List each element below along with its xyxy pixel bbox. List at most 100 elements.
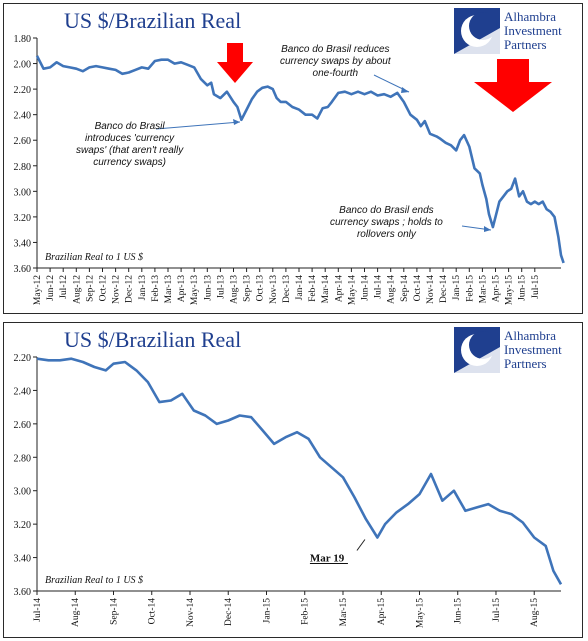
y-tick-label: 3.60 xyxy=(14,264,32,275)
red-down-arrow-large xyxy=(474,59,552,112)
x-tick-label: Jan-14 xyxy=(295,275,305,301)
x-tick-label: Jun-13 xyxy=(203,275,213,301)
y-tick-label: 2.40 xyxy=(14,111,32,122)
x-tick-label: Feb-14 xyxy=(308,275,318,302)
logo-line-2: Investment xyxy=(504,342,562,357)
chart-panel-bottom: US $/Brazilian Real Alhambra Investment … xyxy=(3,322,583,638)
logo-line-3: Partners xyxy=(504,356,547,371)
x-tick-label: Jun-14 xyxy=(361,275,371,301)
x-tick-label: Jun-15 xyxy=(454,598,464,624)
series-label: Brazilian Real to 1 US $ xyxy=(45,252,143,263)
x-tick-label: Oct-14 xyxy=(148,598,158,625)
annotation-mar-19: Mar 19 xyxy=(310,553,345,565)
x-tick-label: May-15 xyxy=(505,275,515,305)
x-tick-label: Jul-15 xyxy=(492,598,502,622)
x-tick-label: Apr-15 xyxy=(492,275,502,302)
x-tick-label: Apr-15 xyxy=(377,598,387,625)
y-tick-label: 3.40 xyxy=(14,238,32,249)
x-tick-label: Jan-13 xyxy=(138,275,148,301)
chart-title: US $/Brazilian Real xyxy=(64,8,242,33)
x-tick-label: Jan-15 xyxy=(262,598,272,624)
annotation-arrowhead xyxy=(401,87,409,93)
chart-title: US $/Brazilian Real xyxy=(64,327,242,352)
x-tick-label: Sep-14 xyxy=(109,598,119,625)
axes: 1.80 2.00 2.20 2.40 2.60 2.80 3.00 3.20 3.40 3.60… xyxy=(14,34,561,305)
x-tick-label: Feb-15 xyxy=(301,598,311,625)
x-tick-label: Mar-15 xyxy=(478,275,488,304)
y-tick-label: 2.80 xyxy=(14,453,32,464)
x-tick-label: Mar-15 xyxy=(339,598,349,627)
crescent-logo-icon xyxy=(454,8,500,54)
x-tick-label: Jan-15 xyxy=(452,275,462,301)
x-tick-label: Aug-15 xyxy=(530,598,540,627)
x-tick-label: Feb-15 xyxy=(465,275,475,302)
y-tick-label: 2.60 xyxy=(14,136,32,147)
x-tick-label: Jul-15 xyxy=(531,275,541,299)
x-tick-label: Oct-14 xyxy=(413,275,423,302)
x-tick-label: Dec-13 xyxy=(282,275,292,303)
x-tick-label: Jul-12 xyxy=(59,275,69,299)
logo: Alhambra Investment Partners xyxy=(454,8,574,54)
x-tick-label: Jul-14 xyxy=(374,275,384,299)
y-tick-label: 3.40 xyxy=(14,554,32,565)
y-tick-label: 3.00 xyxy=(14,487,32,498)
x-tick-label: Aug-13 xyxy=(230,275,240,304)
x-tick-label: May-14 xyxy=(347,275,357,305)
x-tick-label: Jun-12 xyxy=(46,275,56,301)
x-tick-label: Dec-14 xyxy=(439,275,449,303)
x-tick-label: Sep-14 xyxy=(400,275,410,302)
annotation-introduces-swaps: Banco do Brasil introduces 'currency swa… xyxy=(76,121,184,168)
x-tick-label: Apr-13 xyxy=(177,275,187,302)
x-tick-label: Sep-12 xyxy=(85,275,95,302)
x-tick-label: Jul-14 xyxy=(33,598,43,622)
annotation-arrowhead xyxy=(233,119,240,125)
x-tick-label: Feb-13 xyxy=(151,275,161,302)
mar19-pointer xyxy=(356,539,366,551)
y-tick-label: 2.40 xyxy=(14,386,32,397)
y-tick-label: 1.80 xyxy=(14,34,32,45)
x-tick-label: Jun-15 xyxy=(518,275,528,301)
x-tick-label: Oct-13 xyxy=(256,275,266,302)
y-tick-label: 2.00 xyxy=(14,60,32,71)
x-tick-label: May-13 xyxy=(190,275,200,305)
y-tick-label: 3.20 xyxy=(14,520,32,531)
logo-line-1: Alhambra xyxy=(504,328,556,343)
annotation-arrowhead xyxy=(484,226,491,232)
chart-panel-top: US $/Brazilian Real Alhambra Investment … xyxy=(3,3,583,314)
y-tick-label: 2.20 xyxy=(14,85,32,96)
annotation-pointer xyxy=(155,121,241,130)
x-tick-label: May-15 xyxy=(415,598,425,628)
x-tick-label: Nov-14 xyxy=(426,275,436,304)
x-tick-label: Nov-12 xyxy=(112,275,122,304)
y-tick-label: 2.20 xyxy=(14,353,32,364)
crescent-logo-icon xyxy=(454,327,500,373)
x-tick-label: May-12 xyxy=(33,275,43,305)
series-line xyxy=(35,55,565,264)
red-down-arrow-small xyxy=(217,43,253,83)
series-label: Brazilian Real to 1 US $ xyxy=(45,575,143,586)
y-tick-label: 3.60 xyxy=(14,587,32,598)
x-tick-label: Aug-14 xyxy=(71,598,81,627)
x-tick-label: Mar-13 xyxy=(164,275,174,304)
y-tick-label: 2.80 xyxy=(14,162,32,173)
logo-line-2: Investment xyxy=(504,23,562,38)
chart-plot-top: 1.80 2.00 2.20 2.40 2.60 2.80 3.00 3.20 3.40 3.60… xyxy=(14,34,565,305)
x-tick-label: Sep-13 xyxy=(243,275,253,302)
x-tick-label: Mar-14 xyxy=(321,275,331,304)
logo: Alhambra Investment Partners xyxy=(454,327,574,373)
y-tick-label: 3.00 xyxy=(14,187,32,198)
x-tick-label: Nov-14 xyxy=(186,598,196,627)
x-tick-label: Nov-13 xyxy=(269,275,279,304)
logo-line-1: Alhambra xyxy=(504,9,556,24)
x-tick-label: Dec-14 xyxy=(224,598,234,626)
x-tick-label: Oct-12 xyxy=(99,275,109,302)
annotation-reduces-swaps: Banco do Brasil reduces currency swaps b… xyxy=(280,44,391,79)
annotation-ends-swaps: Banco do Brasil ends currency swaps ; ho… xyxy=(330,205,443,240)
y-tick-label: 3.20 xyxy=(14,213,32,224)
y-tick-label: 2.60 xyxy=(14,420,32,431)
x-tick-label: Dec-12 xyxy=(125,275,135,303)
x-tick-label: Aug-12 xyxy=(72,275,82,304)
x-tick-label: Apr-14 xyxy=(334,275,344,302)
